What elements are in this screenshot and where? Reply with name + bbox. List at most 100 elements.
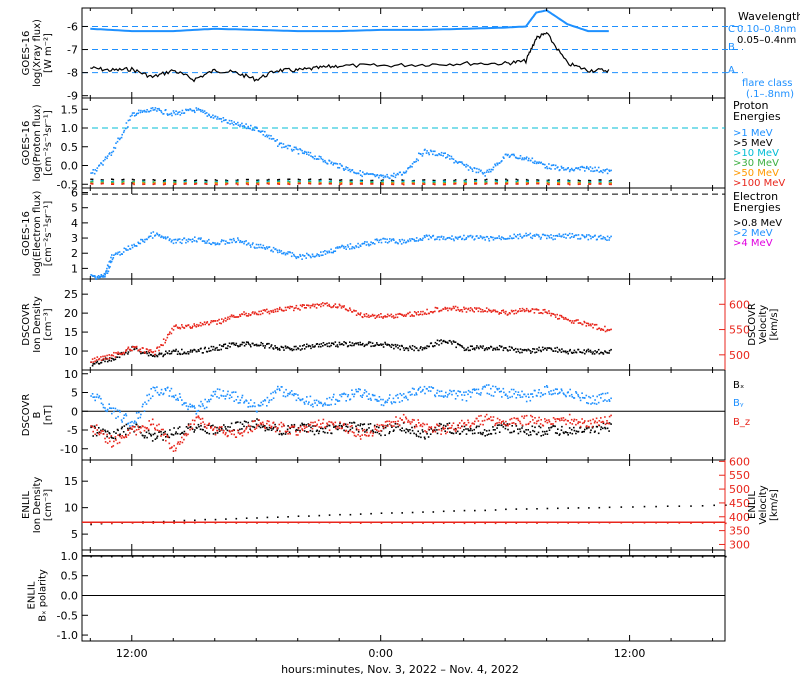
data-point [536,161,538,163]
data-point [474,389,476,391]
data-point [268,310,270,313]
data-point [297,148,299,151]
data-point [429,433,432,435]
data-point [183,327,186,329]
data-point [587,167,590,169]
data-point [525,235,528,237]
data-point [151,418,154,421]
data-point [266,426,268,429]
data-point [494,432,497,435]
data-point [324,250,326,252]
data-point [382,426,385,429]
data-point [378,426,380,429]
data-point [498,235,500,237]
data-point [276,249,278,252]
data-point [225,182,227,185]
data-point [140,109,142,112]
data-point [318,430,321,432]
data-point [170,241,173,243]
data-point [235,181,238,184]
data-point [600,328,603,330]
data-point [418,422,420,424]
data-point [581,351,584,354]
data-point [112,183,115,185]
data-point [253,402,256,404]
data-point [264,309,266,311]
data-point [315,430,318,432]
data-point [666,505,669,507]
panel-frame-proton [81,97,726,189]
data-point [425,234,428,236]
data-point [521,157,524,159]
data-point [299,255,302,257]
data-point [147,350,150,353]
data-point [481,347,484,349]
data-point [411,429,414,432]
data-point [338,427,341,429]
data-point [266,342,269,345]
data-point [380,179,383,182]
data-point [451,343,453,345]
data-point [569,388,571,391]
data-point [160,235,163,237]
data-point [366,172,368,174]
data-point [370,183,372,185]
data-point [290,255,293,258]
data-point [95,434,98,437]
data-point [492,239,495,241]
data-point [148,235,150,238]
data-point [137,425,139,428]
data-point [581,234,584,237]
data-point [208,113,210,116]
data-point [469,345,472,347]
data-point [542,309,545,311]
data-point [378,430,380,433]
data-point [538,312,540,314]
data-point [247,182,249,184]
data-point [604,399,606,401]
data-point [151,237,154,239]
data-point [442,396,445,398]
data-point [123,436,126,439]
data-point [430,426,433,428]
data-point [322,158,324,161]
data-point [422,422,424,425]
data-point [120,427,123,430]
data-point [92,430,94,433]
data-point [167,236,169,238]
data-point [429,149,432,152]
data-point [444,179,446,181]
data-point [608,182,611,185]
data-point [214,556,217,558]
data-point [255,343,258,346]
data-point [527,393,529,396]
data-point [168,436,171,439]
data-point [568,182,571,185]
data-point [191,327,193,329]
data-point [477,346,480,349]
data-point [378,239,381,241]
data-point [266,179,269,181]
data-point [181,353,184,355]
data-point [450,390,453,393]
y-axis-label-enlil-density-velocity: ENLILIon Density[cm⁻³] [21,477,54,534]
data-point [326,345,329,348]
data-point [374,428,377,430]
data-point [218,322,221,324]
data-point [308,182,310,185]
data-point [427,238,430,241]
data-point [484,180,486,183]
data-point [185,402,187,404]
data-point [374,238,377,241]
data-point [301,305,303,308]
data-point [328,250,330,253]
data-point [544,311,547,313]
data-point [178,111,181,113]
data-point [563,169,565,171]
data-point [214,426,216,429]
data-point [442,180,445,183]
data-point [376,398,378,401]
data-point [432,430,435,432]
data-point [454,430,457,432]
data-point [334,421,337,424]
